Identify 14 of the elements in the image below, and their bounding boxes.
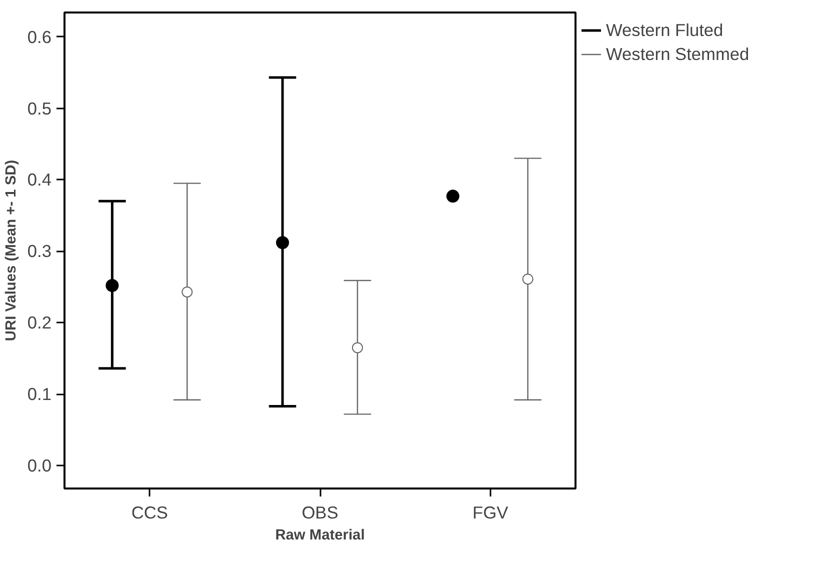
x-tick-label: FGV bbox=[472, 502, 509, 522]
y-tick-label: 0.6 bbox=[27, 26, 52, 47]
y-tick-label: 0.4 bbox=[27, 170, 52, 190]
y-tick-label: 0.1 bbox=[27, 384, 52, 404]
y-tick-label: 0.5 bbox=[27, 98, 52, 118]
x-tick-label: CCS bbox=[131, 502, 168, 522]
y-tick-label: 0.3 bbox=[27, 241, 52, 262]
y-tick-label: 0.0 bbox=[27, 456, 52, 476]
x-tick-label: OBS bbox=[302, 502, 338, 522]
y-axis-title: URI Values (Mean +- 1 SD) bbox=[3, 160, 20, 342]
legend-label: Western Stemmed bbox=[606, 44, 750, 64]
x-axis-title: Raw Material bbox=[275, 528, 365, 544]
legend-label: Western Fluted bbox=[606, 20, 724, 40]
y-tick-label: 0.2 bbox=[27, 312, 52, 333]
